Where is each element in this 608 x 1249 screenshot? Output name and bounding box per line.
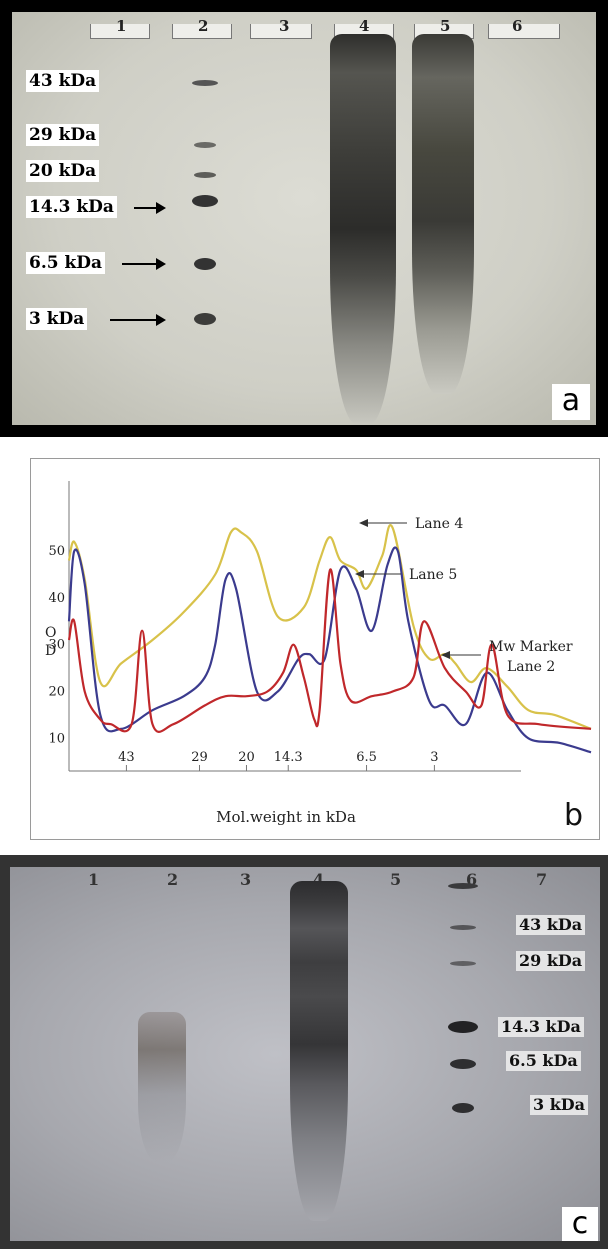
y-tick-label: 50 bbox=[48, 544, 65, 559]
x-axis-label: Mol.weight in kDa bbox=[216, 808, 356, 826]
series-line-1 bbox=[67, 524, 592, 730]
series-line-2 bbox=[67, 546, 592, 754]
marker-band-6 bbox=[450, 1059, 476, 1069]
marker-band-3 bbox=[452, 1103, 474, 1113]
y-tick-label: 10 bbox=[48, 731, 65, 746]
panel-letter-b: b bbox=[564, 798, 583, 833]
marker-band-top bbox=[448, 883, 478, 889]
x-tick-label: 14.3 bbox=[274, 750, 303, 765]
gel-image-c: 1 2 3 4 5 6 7 43 kDa 29 kDa 14.3 kDa 6.5… bbox=[10, 867, 600, 1241]
densitometry-chart: 10 20 30 40 50 OD 43 29 20 14.3 6.5 3 Mol.weight in … bbox=[45, 481, 592, 833]
annotation-lane-4: Lane 4 bbox=[415, 516, 463, 532]
annotation-lane-2: Lane 2 bbox=[507, 659, 555, 675]
mw-label-14: 14.3 kDa bbox=[26, 196, 117, 218]
panel-c-gel: 1 2 3 4 5 6 7 43 kDa 29 kDa 14.3 kDa 6.5… bbox=[0, 855, 608, 1249]
arrow-icon bbox=[122, 258, 166, 270]
lane-2-smear bbox=[138, 1012, 186, 1162]
marker-band-43 bbox=[192, 80, 218, 86]
lane-number-6: 6 bbox=[466, 870, 478, 889]
lane-number-2: 2 bbox=[167, 870, 179, 889]
arrow-icon bbox=[359, 519, 368, 527]
well bbox=[90, 24, 150, 39]
lane-number-4: 4 bbox=[313, 870, 325, 889]
gel-image-a: 1 2 3 4 5 6 43 kDa 29 kDa 20 kDa 14.3 kD… bbox=[12, 12, 596, 425]
x-tick-label: 3 bbox=[430, 750, 438, 765]
panel-letter-c: c bbox=[562, 1207, 598, 1241]
y-axis-label: O bbox=[45, 625, 56, 641]
arrow-icon bbox=[110, 314, 166, 326]
annotation-mw-marker: Mw Marker bbox=[489, 639, 573, 655]
mw-label-43: 43 kDa bbox=[516, 915, 586, 935]
x-tick-label: 43 bbox=[118, 750, 135, 765]
mw-label-3: 3 kDa bbox=[26, 308, 88, 330]
lane-number-3: 3 bbox=[240, 870, 252, 889]
mw-label-6: 6.5 kDa bbox=[506, 1051, 581, 1071]
x-tick-label: 6.5 bbox=[356, 750, 377, 765]
marker-band-29 bbox=[450, 961, 476, 966]
y-tick-label: 30 bbox=[48, 638, 65, 653]
y-tick-label: 40 bbox=[48, 591, 65, 606]
lane-4-smear bbox=[330, 34, 396, 424]
x-tick-label: 29 bbox=[191, 750, 208, 765]
lane-number-2: 2 bbox=[198, 17, 209, 35]
panel-b-chart: 10 20 30 40 50 O D 43 29 20 14.3 6.5 3 Mol.weight in … bbox=[30, 458, 600, 840]
panel-letter-a: a bbox=[552, 384, 590, 420]
well bbox=[250, 24, 312, 39]
lane-5-smear bbox=[412, 34, 474, 394]
arrow-icon bbox=[134, 202, 166, 214]
marker-band-29 bbox=[194, 142, 216, 148]
well bbox=[172, 24, 232, 39]
lane-number-5: 5 bbox=[440, 17, 451, 35]
annotation-lane-5: Lane 5 bbox=[409, 567, 457, 583]
marker-band-3 bbox=[194, 313, 216, 325]
mw-label-3: 3 kDa bbox=[530, 1095, 589, 1115]
lane-number-5: 5 bbox=[390, 870, 402, 889]
panel-a-gel: 1 2 3 4 5 6 43 kDa 29 kDa 20 kDa 14.3 kD… bbox=[0, 0, 608, 437]
lane-4-smear bbox=[290, 881, 348, 1221]
chart-series bbox=[67, 524, 592, 754]
y-tick-label: 20 bbox=[48, 684, 65, 699]
chart-labels: Lane 4 Lane 5 Mw Marker Lane 2 b bbox=[355, 516, 583, 833]
lane-number-1: 1 bbox=[116, 17, 127, 35]
marker-band-6 bbox=[194, 258, 216, 270]
series-line-3 bbox=[67, 568, 592, 733]
lane-number-6: 6 bbox=[512, 17, 523, 35]
mw-label-29: 29 kDa bbox=[26, 124, 100, 146]
marker-band-14 bbox=[448, 1021, 478, 1033]
marker-band-14 bbox=[192, 195, 218, 207]
lane-number-4: 4 bbox=[359, 17, 370, 35]
x-tick-label: 20 bbox=[238, 750, 255, 765]
arrow-icon bbox=[441, 651, 450, 659]
mw-label-6: 6.5 kDa bbox=[26, 252, 106, 274]
mw-label-43: 43 kDa bbox=[26, 70, 100, 92]
mw-label-14: 14.3 kDa bbox=[498, 1017, 584, 1037]
chart-axes: 10 20 30 40 50 OD 43 29 20 14.3 6.5 3 Mol.weight in … bbox=[45, 481, 521, 826]
well bbox=[488, 24, 560, 39]
lane-number-3: 3 bbox=[279, 17, 290, 35]
marker-band-20 bbox=[194, 172, 216, 178]
lane-number-7: 7 bbox=[536, 870, 548, 889]
mw-label-20: 20 kDa bbox=[26, 160, 100, 182]
arrow-icon bbox=[355, 570, 364, 578]
marker-band-43 bbox=[450, 925, 476, 930]
lane-number-1: 1 bbox=[88, 870, 100, 889]
mw-label-29: 29 kDa bbox=[516, 951, 586, 971]
y-axis-label: D bbox=[45, 643, 56, 659]
